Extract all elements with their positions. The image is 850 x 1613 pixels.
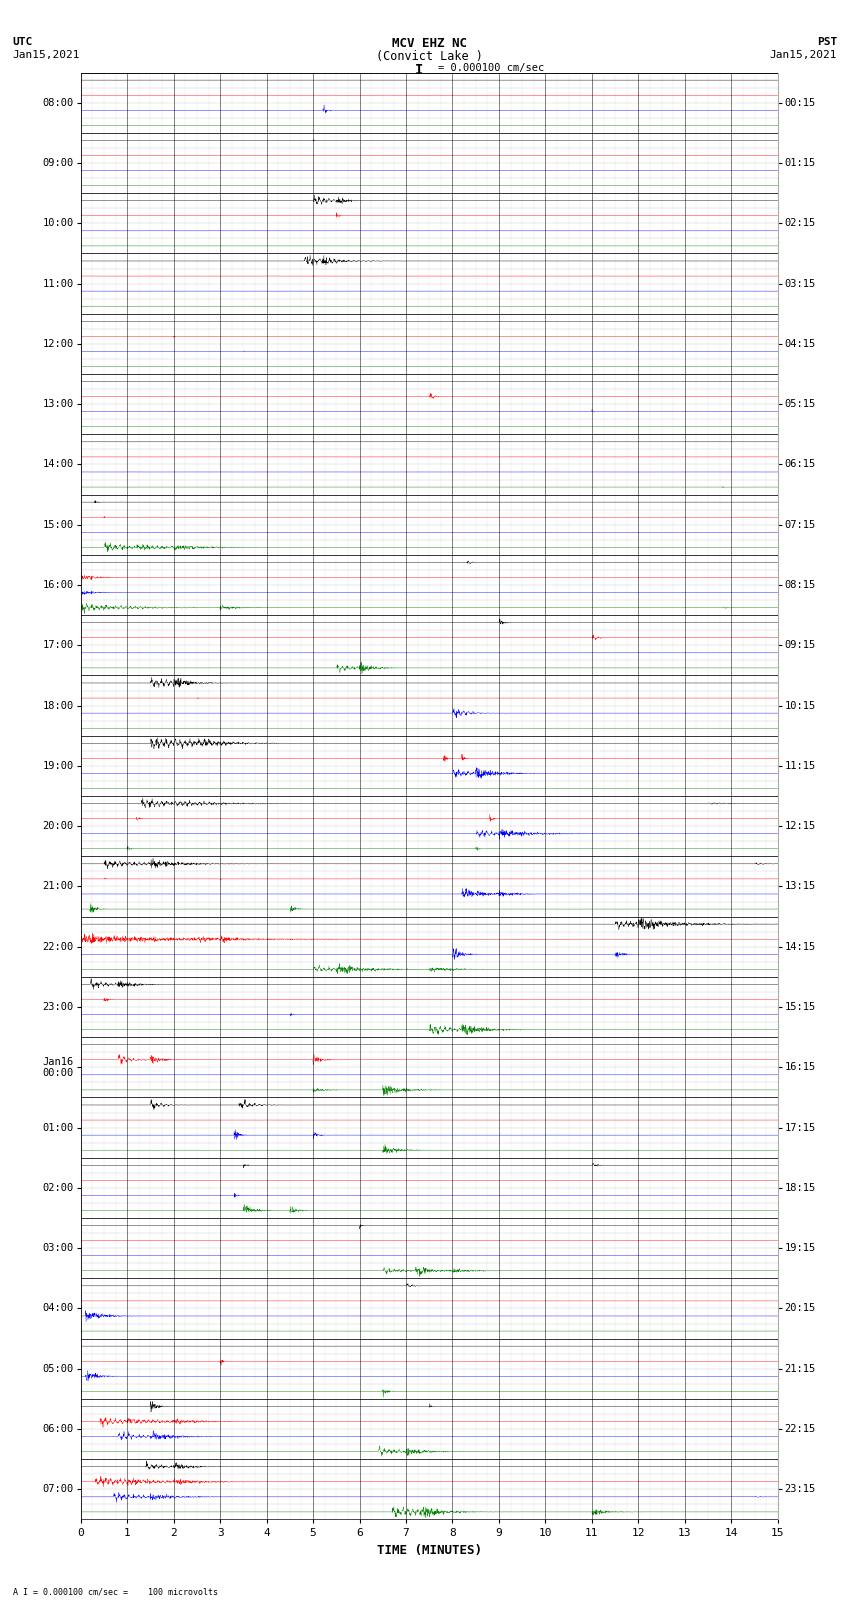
Text: I: I <box>415 63 423 77</box>
Text: PST: PST <box>817 37 837 47</box>
Text: A I = 0.000100 cm/sec =    100 microvolts: A I = 0.000100 cm/sec = 100 microvolts <box>13 1587 218 1597</box>
Text: MCV EHZ NC: MCV EHZ NC <box>392 37 467 50</box>
Text: = 0.000100 cm/sec: = 0.000100 cm/sec <box>438 63 544 73</box>
Text: UTC: UTC <box>13 37 33 47</box>
Text: (Convict Lake ): (Convict Lake ) <box>376 50 483 63</box>
Text: Jan15,2021: Jan15,2021 <box>13 50 80 60</box>
X-axis label: TIME (MINUTES): TIME (MINUTES) <box>377 1544 482 1557</box>
Text: Jan15,2021: Jan15,2021 <box>770 50 837 60</box>
